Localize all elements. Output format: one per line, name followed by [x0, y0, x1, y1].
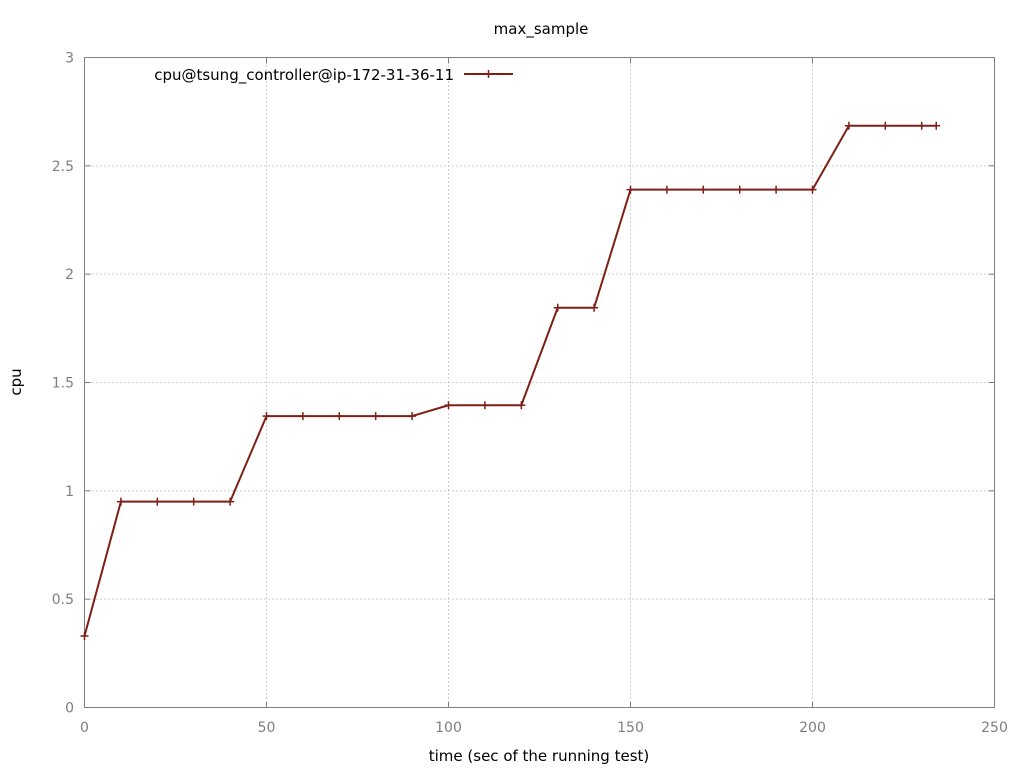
data-point [735, 185, 744, 194]
data-point [408, 412, 417, 421]
x-tick-label: 0 [80, 720, 89, 736]
legend-marker-plus [484, 70, 493, 78]
y-tick-labels: 0 0.5 1 1.5 2 2.5 3 [52, 51, 74, 717]
y-tick-label: 1.5 [52, 376, 74, 392]
y-axis-title: cpu [7, 368, 25, 395]
chart-title: max_sample [494, 20, 589, 39]
axis-ticks [84, 57, 995, 708]
data-point [626, 185, 635, 194]
data-point [444, 401, 453, 410]
x-tick-label: 150 [617, 720, 644, 736]
x-axis-title: time (sec of the running test) [429, 747, 650, 765]
data-point [772, 185, 781, 194]
data-point [932, 121, 941, 130]
data-point [844, 121, 853, 130]
y-tick-label: 2.5 [52, 159, 74, 175]
y-tick-label: 0.5 [52, 592, 74, 608]
y-tick-label: 1 [65, 484, 74, 500]
data-point [553, 303, 562, 312]
data-point [262, 412, 271, 421]
data-point [917, 121, 926, 130]
legend: cpu@tsung_controller@ip-172-31-36-11 [154, 66, 513, 85]
series-layer [80, 121, 941, 640]
data-point [189, 497, 198, 506]
legend-label: cpu@tsung_controller@ip-172-31-36-11 [154, 66, 454, 85]
data-point [116, 497, 125, 506]
x-tick-label: 250 [981, 720, 1008, 736]
data-point [298, 412, 307, 421]
x-tick-label: 100 [435, 720, 462, 736]
x-tick-labels: 0 50 100 150 200 250 [80, 720, 1008, 736]
data-point [226, 497, 235, 506]
y-tick-label: 2 [65, 267, 74, 283]
y-tick-label: 0 [65, 701, 74, 717]
data-point [808, 185, 817, 194]
data-point [153, 497, 162, 506]
data-point [80, 632, 89, 640]
data-point [881, 121, 890, 130]
series-line [83, 124, 937, 637]
data-point [662, 185, 671, 194]
legend-marker [484, 70, 493, 78]
data-point [699, 185, 708, 194]
data-point [480, 401, 489, 410]
data-point [517, 401, 526, 410]
data-point [335, 412, 344, 421]
x-tick-label: 200 [799, 720, 826, 736]
y-tick-label: 3 [65, 51, 74, 67]
x-tick-label: 50 [258, 720, 276, 736]
data-point [371, 412, 380, 421]
data-point [590, 303, 599, 312]
grid-lines [84, 57, 995, 708]
